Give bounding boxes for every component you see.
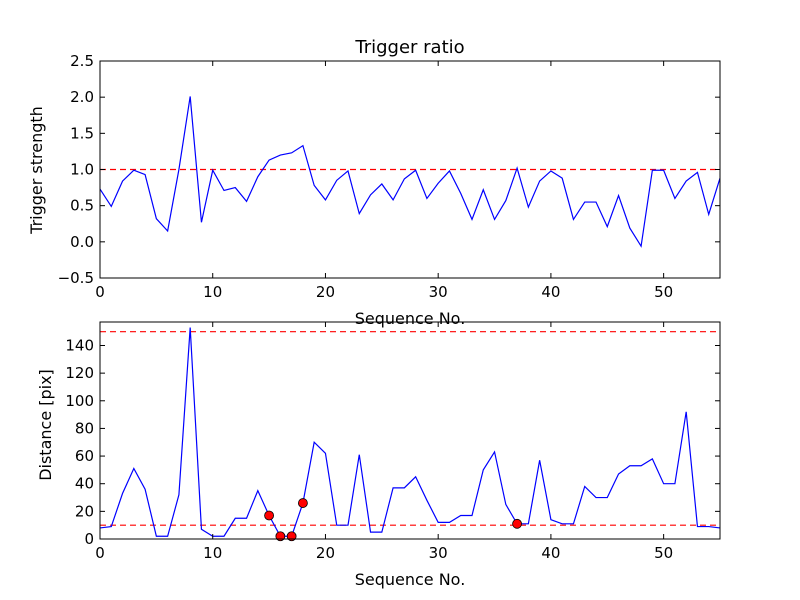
trigger-ratio-series-line-0 (99, 96, 721, 248)
distance-y-tick-label: 40 (75, 475, 94, 493)
distance-series-line-0 (99, 327, 721, 537)
distance-x-tick-label: 10 (203, 544, 222, 562)
distance-panel: Sequence No. Distance [pix] 0 10 20 30 40 50 0… (36, 321, 721, 589)
trigger-ratio-y-tick-label: 2.0 (70, 88, 94, 106)
trigger-ratio-y-tick-label: −0.5 (58, 269, 94, 287)
distance-x-tick-label: 20 (316, 544, 335, 562)
distance-x-tick-label: 50 (654, 544, 673, 562)
trigger-ratio-x-tick-label: 50 (654, 283, 673, 301)
trigger-ratio-x-axis-label: Sequence No. (355, 309, 466, 328)
trigger-ratio-panel: Trigger ratio Sequence No. Trigger stren… (27, 37, 721, 328)
distance-marker-point (298, 498, 308, 508)
trigger-ratio-y-axis-label: Trigger strength (27, 106, 46, 235)
trigger-ratio-x-tick-label: 0 (95, 283, 105, 301)
distance-marker-point (286, 531, 297, 542)
distance-x-tick-label: 30 (429, 544, 448, 562)
distance-marker-point (512, 518, 522, 529)
trigger-ratio-y-tick-label: 1.0 (70, 161, 94, 179)
distance-x-tick-label: 0 (95, 544, 105, 562)
distance-y-tick-label: 120 (65, 364, 94, 382)
distance-y-tick-label: 20 (75, 502, 94, 520)
distance-x-tick-label: 40 (541, 544, 560, 562)
trigger-ratio-y-tick-label: 0.0 (70, 233, 94, 251)
trigger-ratio-x-tick-label: 40 (541, 283, 560, 301)
distance-y-tick-label: 0 (84, 530, 94, 548)
trigger-ratio-y-tick-label: 2.5 (70, 52, 94, 70)
distance-marker-point (275, 531, 286, 542)
trigger-ratio-x-tick-label: 10 (203, 283, 222, 301)
trigger-ratio-title: Trigger ratio (354, 37, 464, 58)
trigger-ratio-x-tick-label: 30 (429, 283, 448, 301)
distance-y-axis-label: Distance [pix] (36, 369, 55, 481)
distance-x-axis-label: Sequence No. (355, 570, 466, 589)
distance-axes-frame (99, 321, 721, 540)
trigger-ratio-x-tick-label: 20 (316, 283, 335, 301)
distance-y-tick-label: 60 (75, 447, 94, 465)
distance-y-tick-label: 80 (75, 419, 94, 437)
distance-marker-point (264, 510, 274, 521)
trigger-ratio-y-tick-label: 0.5 (70, 197, 94, 215)
distance-y-tick-label: 100 (65, 392, 94, 410)
trigger-ratio-y-tick-label: 1.5 (70, 124, 94, 142)
distance-y-tick-label: 140 (65, 336, 94, 354)
